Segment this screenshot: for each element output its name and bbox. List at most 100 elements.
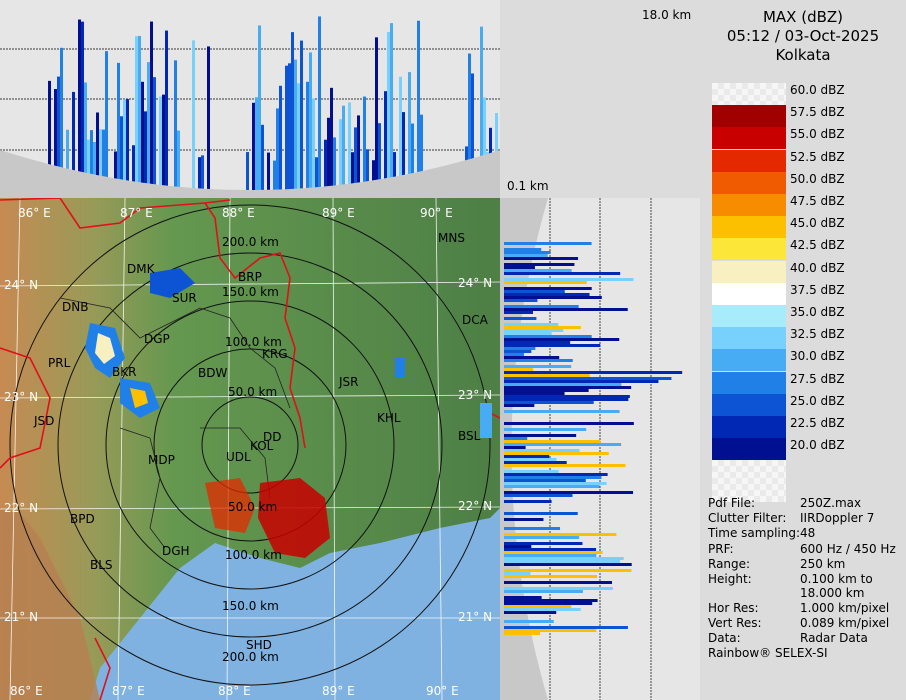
top-echo-bar bbox=[408, 72, 411, 195]
top-echo-bar bbox=[390, 23, 393, 196]
lat-label: 21° N bbox=[4, 610, 39, 624]
range-ring-label: 100.0 km bbox=[225, 548, 282, 562]
radar-map[interactable]: 86° E 87° E 88° E 89° E 90° E 86° E 87° … bbox=[0, 198, 500, 700]
top-echo-bar bbox=[471, 73, 474, 195]
side-echo-bar bbox=[504, 332, 552, 335]
range-ring-label: 200.0 km bbox=[222, 650, 279, 664]
side-echo-bar bbox=[504, 266, 535, 269]
side-echo-bar bbox=[504, 602, 593, 605]
station-label: DMK bbox=[127, 262, 155, 276]
side-echo-bar bbox=[504, 563, 632, 566]
side-echo-bar bbox=[504, 542, 583, 545]
side-echo-bar bbox=[504, 281, 587, 284]
top-profile-canvas bbox=[0, 16, 500, 198]
side-echo-bar bbox=[504, 344, 601, 347]
top-echo-bar bbox=[252, 102, 255, 195]
lon-label: 90° E bbox=[426, 684, 459, 698]
side-echo-bar bbox=[504, 356, 560, 359]
top-echo-bar bbox=[81, 21, 84, 195]
side-echo-bar bbox=[504, 554, 597, 557]
side-echo-bar bbox=[504, 455, 550, 458]
side-height-profile bbox=[500, 198, 700, 700]
height-min-label: 0.1 km bbox=[507, 179, 549, 193]
footer-credit: Rainbow® SELEX-SI bbox=[708, 646, 828, 660]
top-echo-bar bbox=[102, 129, 105, 195]
lon-label: 89° E bbox=[322, 684, 355, 698]
top-echo-bar bbox=[306, 81, 309, 195]
info-value: 0.100 km to bbox=[800, 572, 873, 586]
side-echo-bar bbox=[504, 269, 572, 272]
side-echo-bar bbox=[504, 512, 578, 515]
side-echo-bar bbox=[504, 392, 565, 395]
info-key: Range: bbox=[708, 557, 751, 571]
side-echo-bar bbox=[504, 272, 621, 275]
top-echo-bar bbox=[48, 80, 51, 195]
info-key: Data: bbox=[708, 631, 741, 645]
range-ring-label: 200.0 km bbox=[222, 235, 279, 249]
lon-label: 87° E bbox=[120, 206, 153, 220]
station-label: MDP bbox=[148, 453, 175, 467]
scale-swatch bbox=[712, 105, 786, 128]
side-echo-bar bbox=[504, 404, 535, 407]
side-echo-bar bbox=[504, 437, 528, 440]
side-echo-bar bbox=[504, 326, 581, 329]
side-echo-bar bbox=[504, 383, 622, 386]
top-echo-bar bbox=[162, 94, 165, 195]
top-echo-bar bbox=[324, 139, 327, 195]
side-echo-bar bbox=[504, 536, 580, 539]
station-label: DCA bbox=[462, 313, 488, 327]
scale-label: 55.0 dBZ bbox=[790, 127, 845, 142]
scale-swatch bbox=[712, 393, 786, 416]
side-echo-bar bbox=[504, 605, 572, 608]
top-echo-bar bbox=[192, 40, 195, 195]
echo-overlay bbox=[85, 268, 492, 558]
side-echo-bar bbox=[504, 590, 583, 593]
top-echo-bar bbox=[315, 157, 318, 195]
side-echo-bar bbox=[504, 338, 620, 341]
side-echo-bar bbox=[504, 248, 542, 251]
side-echo-bar bbox=[504, 296, 602, 299]
top-echo-bar bbox=[138, 35, 141, 195]
station-label: SUR bbox=[172, 291, 197, 305]
side-echo-bar bbox=[504, 350, 532, 353]
side-echo-bar bbox=[504, 545, 532, 548]
info-key: PRF: bbox=[708, 542, 734, 556]
side-profile-canvas bbox=[500, 198, 683, 700]
side-echo-bar bbox=[504, 458, 557, 461]
side-echo-bar bbox=[504, 422, 634, 425]
side-echo-bar bbox=[504, 290, 565, 293]
side-echo-bar bbox=[504, 464, 626, 467]
side-echo-bar bbox=[504, 257, 579, 260]
side-echo-bar bbox=[504, 278, 634, 281]
top-echo-bar bbox=[348, 102, 351, 195]
side-echo-bar bbox=[504, 386, 632, 389]
top-echo-bar bbox=[366, 149, 369, 195]
scale-swatch bbox=[712, 171, 786, 194]
top-echo-bar bbox=[123, 99, 126, 195]
top-echo-bar bbox=[258, 25, 261, 195]
top-echo-bar bbox=[105, 51, 108, 195]
info-value: 250Z.max bbox=[800, 496, 862, 510]
top-echo-bar bbox=[420, 114, 423, 195]
station-label: BDW bbox=[198, 366, 228, 380]
lat-label: 24° N bbox=[458, 276, 493, 290]
side-echo-bar bbox=[504, 380, 659, 383]
top-echo-bar bbox=[288, 63, 291, 195]
top-echo-bar bbox=[153, 77, 156, 195]
scale-swatch bbox=[712, 327, 786, 350]
range-ring-label: 50.0 km bbox=[228, 385, 278, 399]
lon-label: 86° E bbox=[18, 206, 51, 220]
top-echo-bar bbox=[483, 97, 486, 195]
scale-swatch bbox=[712, 216, 786, 239]
side-echo-bar bbox=[504, 371, 683, 374]
scale-swatch bbox=[712, 194, 786, 216]
range-ring-label: 150.0 km bbox=[222, 285, 279, 299]
side-echo-bar bbox=[504, 440, 601, 443]
side-profile-echoes bbox=[504, 242, 683, 635]
side-echo-bar bbox=[504, 560, 621, 563]
side-echo-bar bbox=[504, 527, 561, 530]
top-echo-bar bbox=[309, 52, 312, 195]
scale-below-threshold bbox=[712, 460, 786, 503]
info-value: 18.000 km bbox=[800, 586, 865, 600]
side-echo-bar bbox=[504, 572, 531, 575]
